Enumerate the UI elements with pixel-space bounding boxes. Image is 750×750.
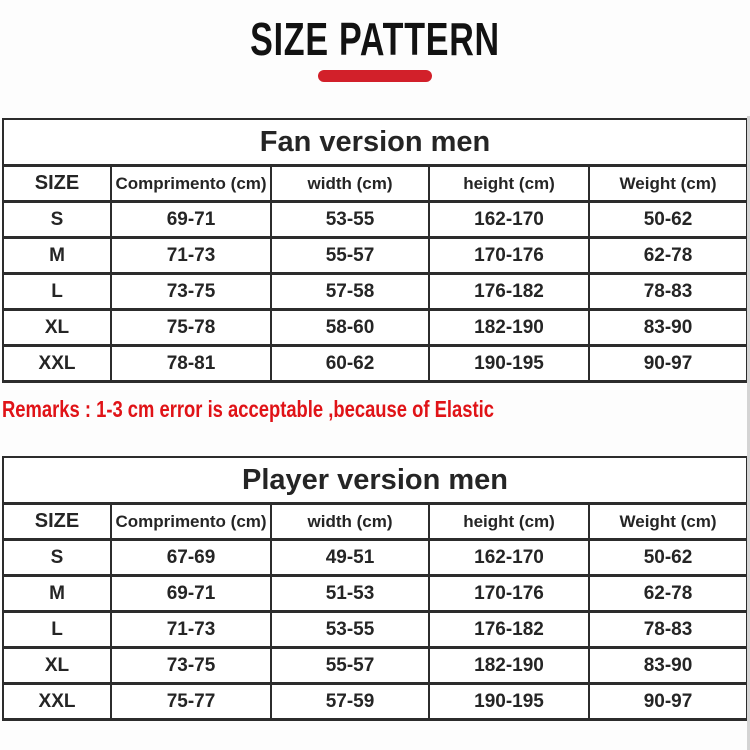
table-cell: 190-195 <box>428 683 589 721</box>
column-header-width: width (cm) <box>270 503 429 541</box>
table-cell: 62-78 <box>587 237 748 275</box>
table-cell: 55-57 <box>270 237 429 275</box>
size-cell: S <box>2 201 111 239</box>
table-cell: 190-195 <box>428 345 589 383</box>
size-cell: XL <box>2 647 111 685</box>
table-cell: 69-71 <box>110 201 271 239</box>
size-cell: XL <box>2 309 111 347</box>
size-cell: M <box>2 575 111 613</box>
column-header-size: SIZE <box>2 165 111 203</box>
table-title: Fan version men <box>1 119 748 167</box>
table-cell: 78-81 <box>110 345 271 383</box>
column-header-height: height (cm) <box>428 165 589 203</box>
table-cell: 71-73 <box>110 237 271 275</box>
table-cell: 75-77 <box>110 683 271 721</box>
table-cell: 75-78 <box>110 309 271 347</box>
table-row: XL 73-75 55-57 182-190 83-90 <box>2 647 748 685</box>
size-cell: M <box>2 237 111 275</box>
table-cell: 182-190 <box>428 309 589 347</box>
table-cell: 83-90 <box>587 309 748 347</box>
table-cell: 55-57 <box>270 647 429 685</box>
size-cell: L <box>2 273 111 311</box>
table-row: XXL 78-81 60-62 190-195 90-97 <box>2 345 748 383</box>
table-cell: 73-75 <box>110 273 271 311</box>
title-underline <box>318 70 432 82</box>
table-cell: 50-62 <box>587 201 748 239</box>
table-title-row: Player version men <box>1 457 748 505</box>
table-cell: 57-59 <box>270 683 429 721</box>
column-header-weight: Weight (cm) <box>587 503 748 541</box>
table-title: Player version men <box>1 457 748 505</box>
remarks-text: Remarks : 1-3 cm error is acceptable ,be… <box>2 396 494 422</box>
table-cell: 162-170 <box>428 539 589 577</box>
table-cell: 182-190 <box>428 647 589 685</box>
table-cell: 69-71 <box>110 575 271 613</box>
player-version-table: Player version men SIZE Comprimento (cm)… <box>1 456 749 721</box>
size-cell: XXL <box>2 345 111 383</box>
table-row: L 71-73 53-55 176-182 78-83 <box>2 611 748 649</box>
table-cell: 176-182 <box>428 273 589 311</box>
table-cell: 51-53 <box>270 575 429 613</box>
table-cell: 62-78 <box>587 575 748 613</box>
table-row: S 69-71 53-55 162-170 50-62 <box>2 201 748 239</box>
table-cell: 50-62 <box>587 539 748 577</box>
table-cell: 83-90 <box>587 647 748 685</box>
table-cell: 67-69 <box>110 539 271 577</box>
table-title-row: Fan version men <box>1 119 748 167</box>
table-cell: 60-62 <box>270 345 429 383</box>
table-row: S 67-69 49-51 162-170 50-62 <box>2 539 748 577</box>
column-header-height: height (cm) <box>428 503 589 541</box>
table-cell: 57-58 <box>270 273 429 311</box>
table-cell: 170-176 <box>428 575 589 613</box>
table-cell: 78-83 <box>587 273 748 311</box>
table-row: XL 75-78 58-60 182-190 83-90 <box>2 309 748 347</box>
table-cell: 71-73 <box>110 611 271 649</box>
column-header-weight: Weight (cm) <box>587 165 748 203</box>
column-header-row: SIZE Comprimento (cm) width (cm) height … <box>2 503 748 541</box>
column-header-width: width (cm) <box>270 165 429 203</box>
table-cell: 176-182 <box>428 611 589 649</box>
table-cell: 73-75 <box>110 647 271 685</box>
column-header-row: SIZE Comprimento (cm) width (cm) height … <box>2 165 748 203</box>
table-cell: 58-60 <box>270 309 429 347</box>
size-cell: XXL <box>2 683 111 721</box>
table-cell: 49-51 <box>270 539 429 577</box>
column-header-comprimento: Comprimento (cm) <box>110 165 271 203</box>
fan-version-table: Fan version men SIZE Comprimento (cm) wi… <box>1 118 749 383</box>
table-cell: 53-55 <box>270 201 429 239</box>
column-header-comprimento: Comprimento (cm) <box>110 503 271 541</box>
table-cell: 90-97 <box>587 345 748 383</box>
size-cell: L <box>2 611 111 649</box>
table-row: L 73-75 57-58 176-182 78-83 <box>2 273 748 311</box>
table-cell: 53-55 <box>270 611 429 649</box>
table-cell: 90-97 <box>587 683 748 721</box>
column-header-size: SIZE <box>2 503 111 541</box>
table-cell: 162-170 <box>428 201 589 239</box>
table-row: XXL 75-77 57-59 190-195 90-97 <box>2 683 748 721</box>
page-title: SIZE PATTERN <box>250 13 500 65</box>
table-row: M 69-71 51-53 170-176 62-78 <box>2 575 748 613</box>
table-cell: 170-176 <box>428 237 589 275</box>
right-edge-strip <box>747 116 750 750</box>
size-cell: S <box>2 539 111 577</box>
table-cell: 78-83 <box>587 611 748 649</box>
table-row: M 71-73 55-57 170-176 62-78 <box>2 237 748 275</box>
